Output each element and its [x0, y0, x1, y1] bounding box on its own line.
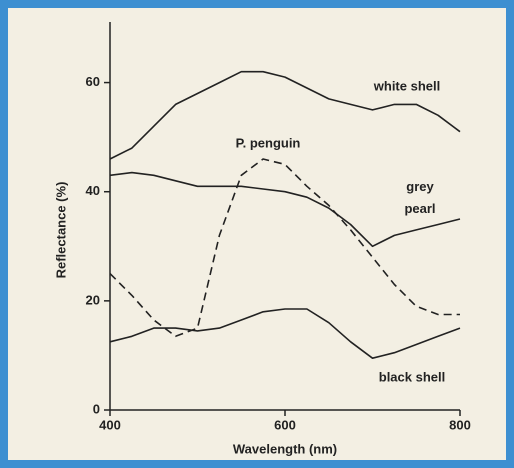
x-tick-label: 600	[274, 417, 296, 432]
y-axis-label: Reflectance (%)	[53, 182, 68, 279]
y-tick-label: 60	[86, 74, 100, 89]
series-label: grey pearl	[404, 179, 435, 216]
series-label: P. penguin	[236, 135, 301, 150]
series-line	[109, 308, 461, 359]
series-label: white shell	[373, 78, 440, 93]
x-tick-label: 400	[99, 417, 121, 432]
panel	[8, 8, 506, 460]
series-line	[109, 158, 460, 338]
x-tick-label: 800	[449, 417, 471, 432]
y-tick-label: 40	[86, 183, 100, 198]
series-line	[109, 171, 461, 248]
y-tick-label: 20	[86, 292, 100, 307]
series-line	[109, 70, 461, 160]
x-axis-label: Wavelength (nm)	[233, 441, 337, 456]
series-label: black shell	[379, 369, 445, 384]
y-tick-label: 0	[93, 401, 100, 416]
